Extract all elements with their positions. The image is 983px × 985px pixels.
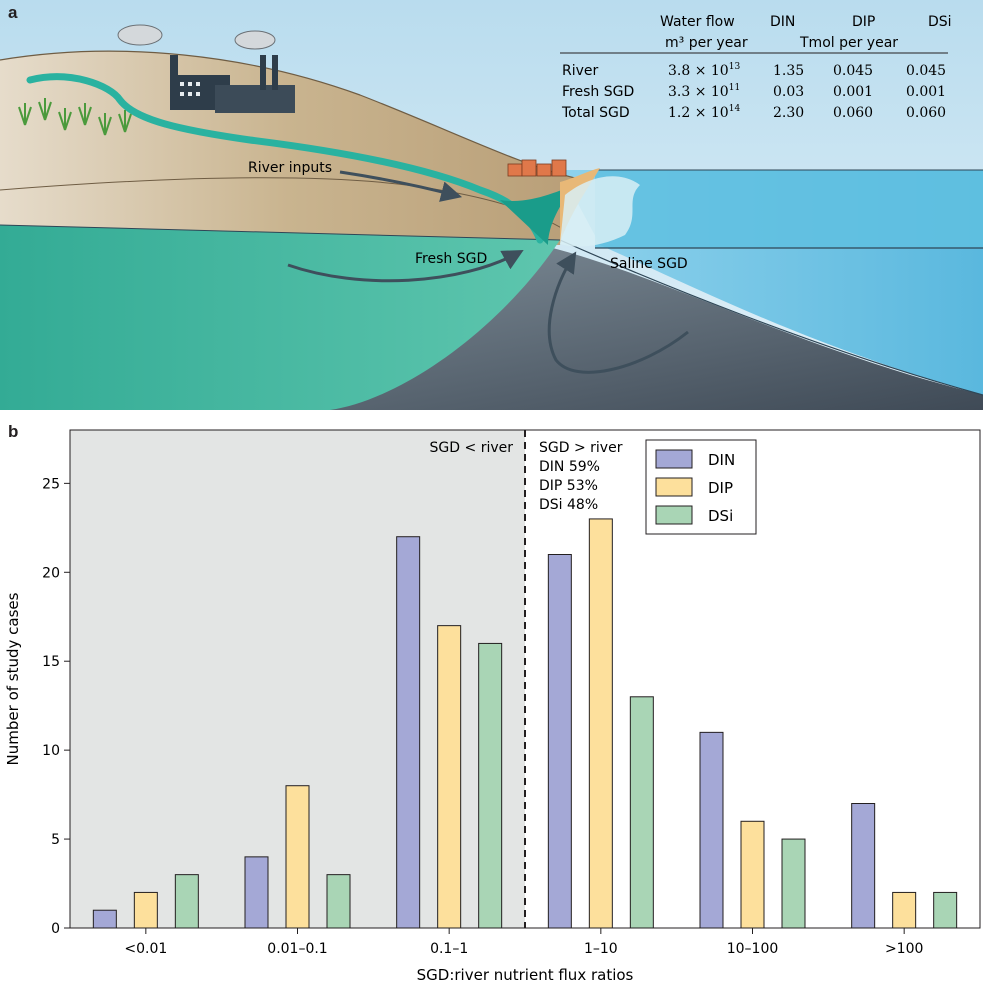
mixing-plume <box>560 176 640 247</box>
table-row-label: Fresh SGD <box>562 84 634 100</box>
table-unit-flow: m³ per year <box>665 35 748 51</box>
panel-a-letter: a <box>8 3 18 22</box>
x-axis: <0.01 0.01–0.1 0.1–1 1–10 10–100 >100 <box>124 928 923 957</box>
houses-icon <box>507 159 567 177</box>
annotation-sgd-greater-than-river: SGD > river <box>539 440 623 456</box>
river-inputs-label: River inputs <box>248 160 332 176</box>
bar-dip <box>588 518 613 929</box>
beach <box>560 168 600 242</box>
bar-dsi <box>629 696 654 929</box>
bar-dip <box>892 891 917 929</box>
annotation-dip-percent: DIP 53% <box>539 478 598 494</box>
bar-dsi <box>933 891 958 929</box>
y-tick-label: 25 <box>42 476 60 492</box>
x-tick-label: 1–10 <box>584 941 618 957</box>
x-tick-label: 0.1–1 <box>430 941 468 957</box>
panel-b-letter: b <box>8 422 19 441</box>
fresh-sgd-label: Fresh SGD <box>415 251 487 267</box>
svg-text:0.001: 0.001 <box>906 84 946 100</box>
y-axis: 0 5 10 15 20 25 <box>42 476 70 937</box>
sea-surface-layer <box>595 170 983 248</box>
table-header-dip: DIP <box>852 14 875 30</box>
bar-din <box>92 909 117 929</box>
river <box>26 73 544 244</box>
svg-text:0.001: 0.001 <box>833 84 873 100</box>
panel-a-schematic: River inputs Fresh SGD Saline SGD Water … <box>0 0 983 410</box>
bar-din <box>396 536 421 929</box>
table-row-label: River <box>562 63 599 79</box>
x-tick-label: 10–100 <box>727 941 779 957</box>
flux-table: Water flow DIN DIP DSi m³ per year Tmol … <box>560 14 952 121</box>
y-tick-label: 15 <box>42 654 60 670</box>
bar-din <box>851 803 876 929</box>
svg-text:0.045: 0.045 <box>833 63 873 79</box>
svg-text:1.2 × 1014: 1.2 × 1014 <box>668 104 740 121</box>
smoke-icon <box>117 24 163 46</box>
panel-b-chart: b 0 5 10 15 20 25 <0.01 0.01–0.1 0.1–1 1–10 10–10… <box>0 418 983 984</box>
y-tick-label: 10 <box>42 743 60 759</box>
bar-dip <box>285 785 310 929</box>
legend: DIN DIP DSi <box>645 439 757 535</box>
river-inputs-arrow <box>339 170 463 202</box>
y-tick-label: 0 <box>51 921 60 937</box>
groundwater <box>0 225 560 410</box>
table-header-din: DIN <box>770 14 795 30</box>
svg-text:1.35: 1.35 <box>773 63 804 79</box>
annotation-dsi-percent: DSi 48% <box>539 497 598 513</box>
x-tick-label: <0.01 <box>124 941 167 957</box>
svg-text:0.03: 0.03 <box>773 84 804 100</box>
annotation-din-percent: DIN 59% <box>539 459 600 475</box>
bar-dsi <box>326 874 351 929</box>
bars <box>92 518 958 929</box>
saline-sgd-arrow <box>547 251 689 374</box>
svg-text:0.045: 0.045 <box>906 63 946 79</box>
x-tick-label: 0.01–0.1 <box>267 941 327 957</box>
legend-swatch-din <box>655 449 693 469</box>
bar-din <box>547 554 572 929</box>
bar-dsi <box>781 838 806 929</box>
river-mouth <box>500 185 575 245</box>
annotation-sgd-less-than-river: SGD < river <box>430 440 514 456</box>
bar-dip <box>740 820 765 929</box>
y-tick-label: 5 <box>51 832 60 848</box>
crops-icon <box>18 98 132 136</box>
bar-chart: 0 5 10 15 20 25 <0.01 0.01–0.1 0.1–1 1–10 10–100 >… <box>4 429 981 984</box>
legend-label-dsi: DSi <box>708 507 733 525</box>
bar-dsi <box>174 874 199 929</box>
saline-sgd-label: Saline SGD <box>610 256 688 272</box>
svg-text:2.30: 2.30 <box>773 105 804 121</box>
bar-dsi <box>478 642 503 929</box>
bar-din <box>699 731 724 929</box>
table-unit-nutrients: Tmol per year <box>799 35 898 51</box>
bar-dip <box>437 625 462 929</box>
table-row-label: Total SGD <box>561 105 630 121</box>
svg-text:3.8 × 1013: 3.8 × 1013 <box>668 62 740 79</box>
y-tick-label: 20 <box>42 565 60 581</box>
svg-text:3.3 × 1011: 3.3 × 1011 <box>668 83 740 100</box>
factory-icon <box>117 24 295 113</box>
legend-label-dip: DIP <box>708 479 733 497</box>
fresh-sgd-arrow <box>287 249 524 283</box>
legend-label-din: DIN <box>708 451 735 469</box>
x-axis-label: SGD:river nutrient flux ratios <box>417 966 634 981</box>
legend-swatch-dsi <box>655 505 693 525</box>
bar-din <box>244 856 269 929</box>
coastal-schematic: River inputs Fresh SGD Saline SGD Water … <box>0 0 983 410</box>
table-header-dsi: DSi <box>928 14 952 30</box>
legend-swatch-dip <box>655 477 693 497</box>
x-tick-label: >100 <box>885 941 923 957</box>
y-axis-label: Number of study cases <box>4 592 22 765</box>
bar-dip <box>133 891 158 929</box>
svg-text:0.060: 0.060 <box>833 105 873 121</box>
svg-text:0.060: 0.060 <box>906 105 946 121</box>
table-header-water-flow: Water flow <box>660 14 735 30</box>
